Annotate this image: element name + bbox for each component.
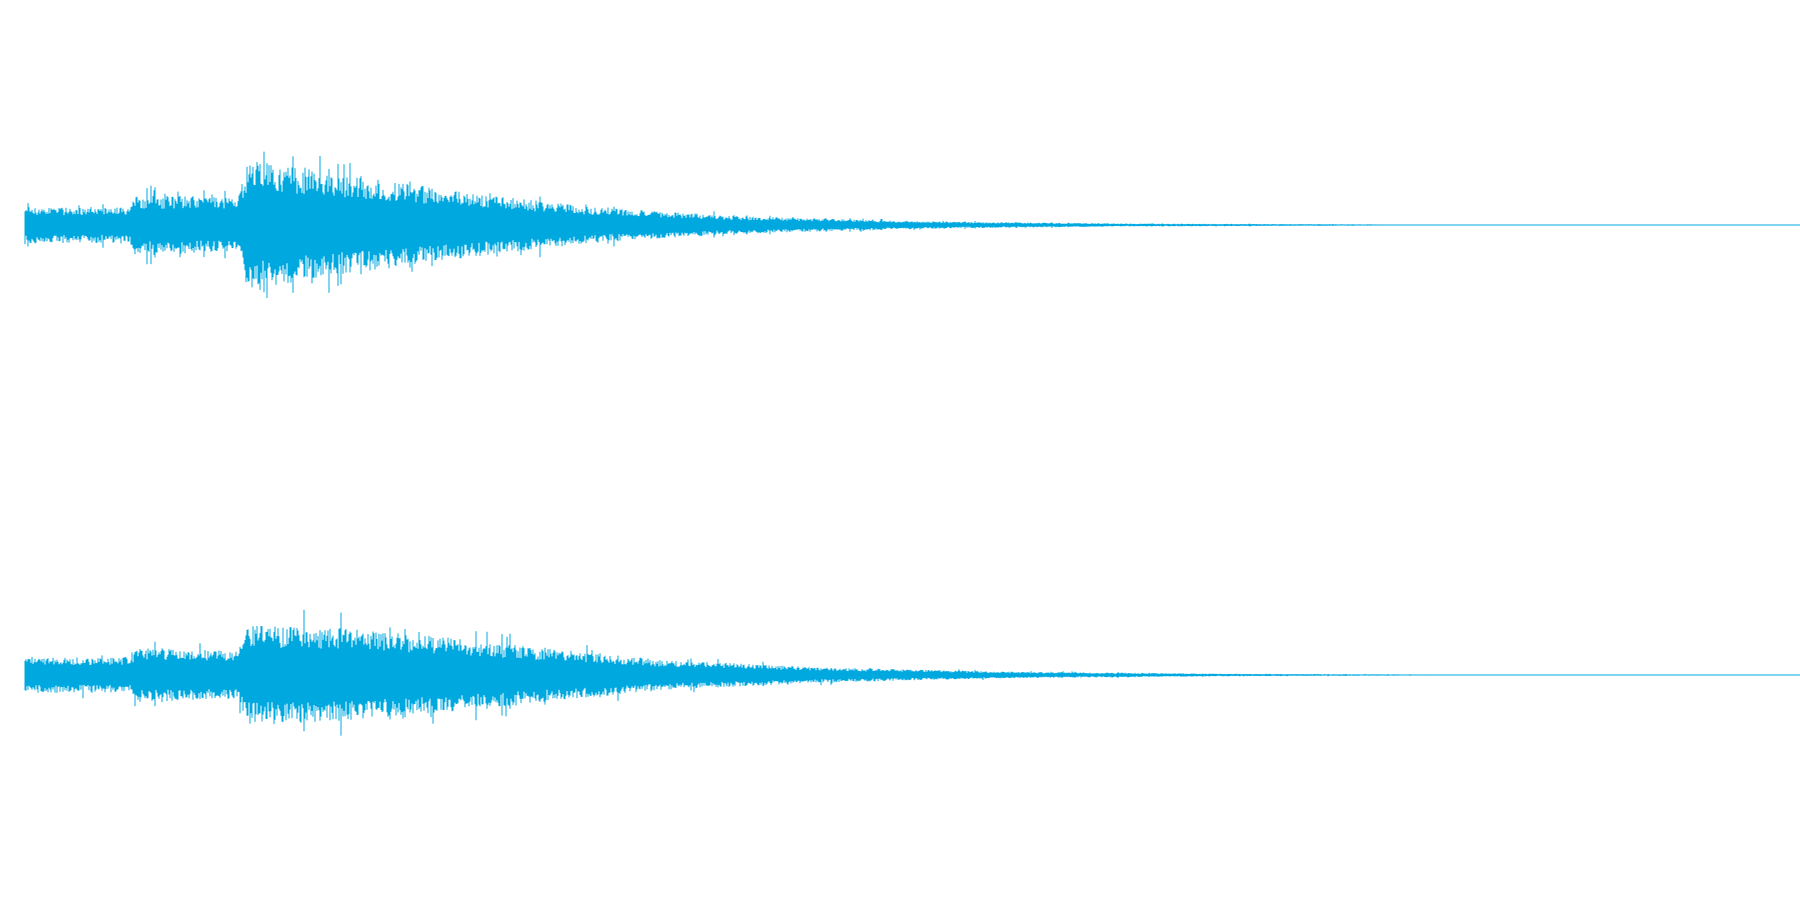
waveform-channel-right bbox=[24, 609, 1800, 736]
waveform-trace bbox=[24, 609, 1475, 736]
waveform-trace bbox=[24, 151, 1437, 298]
waveform-channel-left bbox=[24, 151, 1800, 298]
channel-right bbox=[0, 525, 1800, 825]
channel-left bbox=[0, 75, 1800, 375]
